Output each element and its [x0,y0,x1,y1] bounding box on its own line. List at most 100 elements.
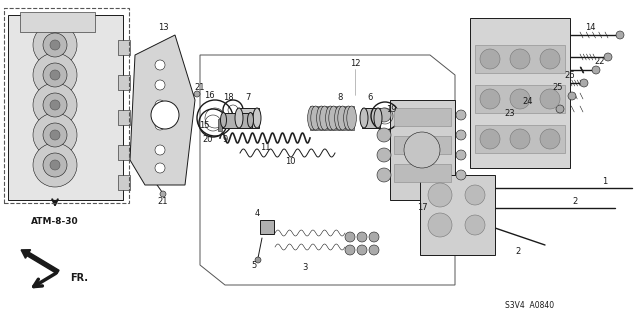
Circle shape [50,160,60,170]
Polygon shape [130,35,195,185]
Text: 13: 13 [157,24,168,33]
Circle shape [151,101,179,129]
Text: 3: 3 [302,263,308,271]
Circle shape [43,153,67,177]
Bar [237,108,259,128]
Text: 10: 10 [285,158,295,167]
FancyArrow shape [21,250,59,274]
Text: 22: 22 [595,57,605,66]
Circle shape [428,213,452,237]
Circle shape [369,232,379,242]
Circle shape [357,245,367,255]
Circle shape [540,89,560,109]
Ellipse shape [311,106,321,130]
Circle shape [43,33,67,57]
Circle shape [155,145,165,155]
Bar [475,85,565,113]
Ellipse shape [320,106,330,130]
Circle shape [465,215,485,235]
Circle shape [480,49,500,69]
Ellipse shape [253,108,261,128]
Circle shape [345,245,355,255]
Bar [222,113,252,128]
Circle shape [404,132,440,168]
Bar [394,164,451,182]
Bar [118,75,130,90]
Bar [118,40,130,55]
Text: 18: 18 [223,93,234,101]
Text: S3V4  A0840: S3V4 A0840 [506,301,555,310]
Bar [337,106,345,130]
Text: 12: 12 [349,58,360,68]
Circle shape [50,70,60,80]
Circle shape [50,130,60,140]
Ellipse shape [344,106,353,130]
Bar [8,15,123,200]
Bar [4,8,129,203]
Circle shape [155,80,165,90]
Circle shape [456,150,466,160]
Circle shape [194,91,200,97]
Circle shape [540,129,560,149]
Text: 14: 14 [585,24,595,33]
Text: 2: 2 [515,248,520,256]
Circle shape [556,105,564,113]
Circle shape [33,143,77,187]
Ellipse shape [374,108,382,128]
Circle shape [43,63,67,87]
Circle shape [357,232,367,242]
Circle shape [456,130,466,140]
Circle shape [369,245,379,255]
Ellipse shape [338,106,348,130]
Circle shape [155,100,165,110]
Text: 4: 4 [254,209,260,218]
Bar [346,106,354,130]
Text: 11: 11 [260,144,270,152]
Bar [118,110,130,125]
Text: 21: 21 [195,84,205,93]
Bar [394,108,451,126]
Circle shape [456,110,466,120]
Circle shape [510,129,530,149]
Circle shape [160,191,166,197]
Circle shape [33,53,77,97]
Circle shape [43,123,67,147]
Text: 6: 6 [367,93,372,101]
Ellipse shape [347,106,356,130]
Circle shape [155,60,165,70]
Circle shape [568,92,576,100]
Circle shape [155,120,165,130]
Bar [118,145,130,160]
Circle shape [480,129,500,149]
Circle shape [377,168,391,182]
Text: 2: 2 [572,197,578,206]
Ellipse shape [308,106,317,130]
Ellipse shape [329,106,339,130]
Circle shape [345,232,355,242]
Text: 9: 9 [222,136,228,145]
Text: 15: 15 [199,122,209,130]
Text: 25: 25 [553,84,563,93]
Circle shape [480,89,500,109]
Text: 17: 17 [417,203,428,211]
Text: 5: 5 [252,261,257,270]
Circle shape [604,53,612,61]
Text: 16: 16 [204,91,214,100]
Circle shape [616,31,624,39]
Bar [362,108,380,128]
Circle shape [33,83,77,127]
Text: 1: 1 [602,177,607,187]
Circle shape [33,113,77,157]
Text: 23: 23 [505,109,515,118]
Ellipse shape [360,108,368,128]
Ellipse shape [235,108,243,128]
Bar [20,12,95,32]
Circle shape [377,148,391,162]
Text: 8: 8 [337,93,342,101]
Text: 26: 26 [564,70,575,79]
Circle shape [50,100,60,110]
Circle shape [43,93,67,117]
Circle shape [155,163,165,173]
Circle shape [50,40,60,50]
Text: 19: 19 [386,106,396,115]
